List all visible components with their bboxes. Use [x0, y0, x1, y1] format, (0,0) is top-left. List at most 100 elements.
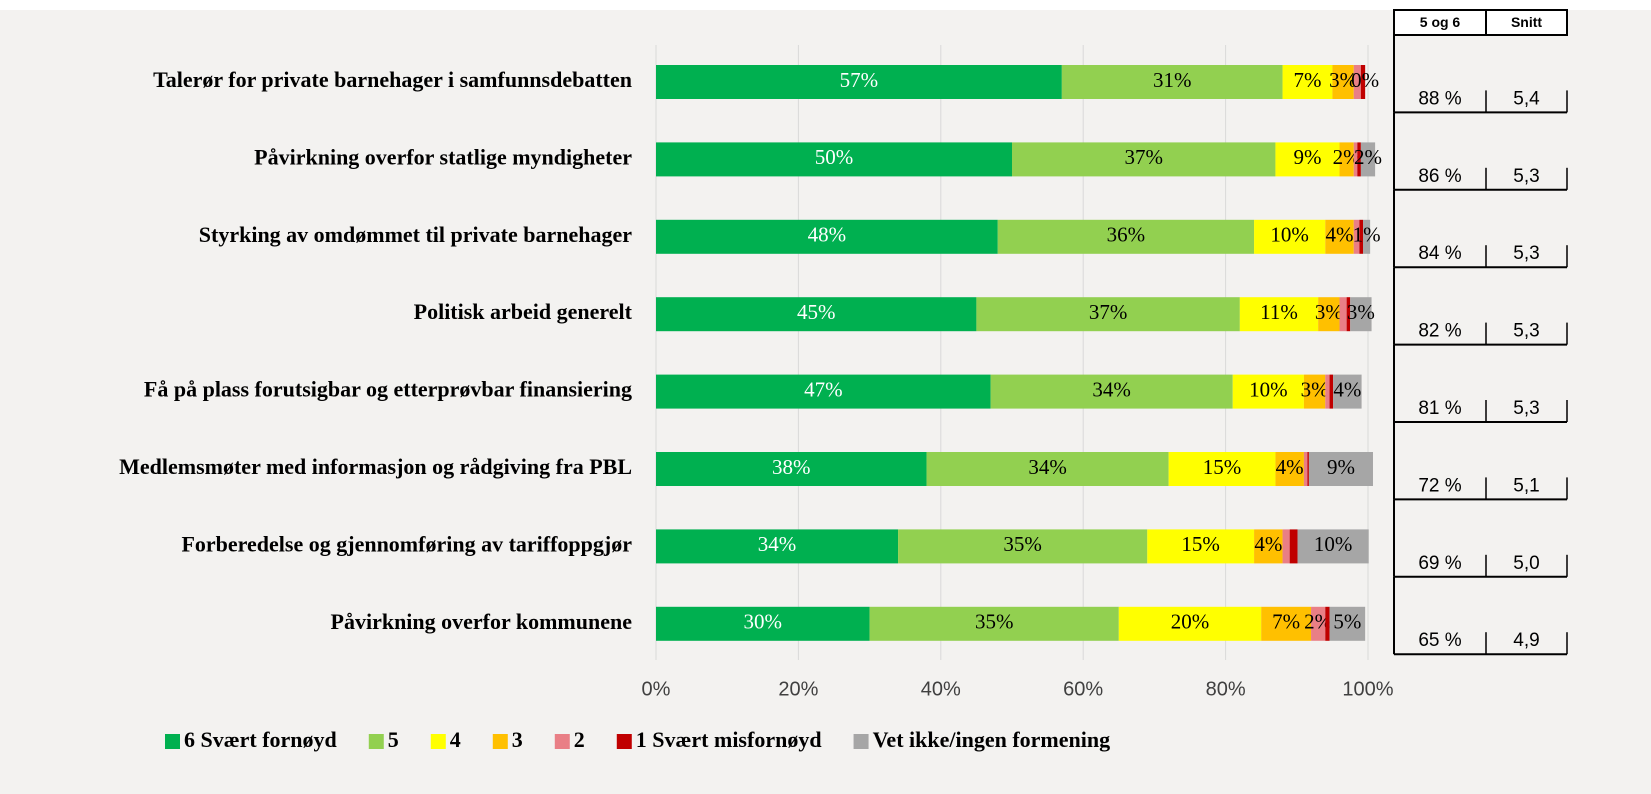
- bar-segment: [1353, 142, 1358, 177]
- bar-segment: [656, 452, 927, 486]
- bar-segment: [1289, 529, 1298, 564]
- category-label: Påvirkning overfor kommunene: [331, 609, 633, 634]
- data-label: 45%: [797, 300, 836, 324]
- data-label: 3%: [1347, 300, 1375, 324]
- bar-segment: [1363, 219, 1371, 254]
- table-cell: 72 %: [1418, 475, 1461, 496]
- bar-segment: [990, 374, 1233, 409]
- bar-segment: [1307, 452, 1309, 486]
- legend-label: 6 Svært fornøyd: [184, 727, 337, 752]
- data-label: 57%: [840, 68, 879, 92]
- table-cell: 5,4: [1513, 88, 1540, 109]
- legend-swatch: [853, 734, 869, 749]
- data-label: 1%: [1353, 223, 1381, 247]
- legend-label: 2: [574, 727, 585, 752]
- bar-segment: [1333, 374, 1362, 409]
- top-strip: [0, 0, 1651, 10]
- bar-segment: [1325, 606, 1330, 641]
- bar-segment: [1325, 374, 1330, 409]
- table-header: Snitt: [1511, 14, 1542, 30]
- data-label: 3%: [1315, 300, 1343, 324]
- data-label: 2%: [1354, 145, 1382, 169]
- legend-label: 4: [450, 727, 461, 752]
- bar-segment: [1360, 65, 1366, 99]
- table-cell: 86 %: [1418, 166, 1461, 187]
- data-label: 7%: [1293, 68, 1321, 92]
- bar-segment: [1339, 297, 1347, 332]
- bar-segment: [1168, 452, 1276, 486]
- table-cell: 84 %: [1418, 243, 1461, 264]
- data-label: 34%: [758, 532, 797, 556]
- category-label: Talerør for private barnehager i samfunn…: [153, 67, 632, 92]
- data-label: 9%: [1293, 145, 1321, 169]
- data-label: 3%: [1329, 68, 1357, 92]
- bar-segment: [1012, 142, 1276, 177]
- bar-segment: [1318, 297, 1340, 332]
- bar-segment: [926, 452, 1169, 486]
- category-label: Medlemsmøter med informasjon og rådgivin…: [119, 454, 632, 479]
- x-tick-label: 40%: [921, 678, 961, 700]
- legend-swatch: [368, 734, 384, 749]
- bar-segment: [1339, 142, 1354, 177]
- table-cell: 5,3: [1513, 243, 1539, 264]
- table-cell: 5,0: [1513, 553, 1539, 574]
- data-label: 37%: [1089, 300, 1128, 324]
- data-label: 4%: [1254, 532, 1282, 556]
- bar-segment: [997, 219, 1255, 254]
- bar-segment: [1282, 65, 1333, 99]
- category-label: Styrking av omdømmet til private barneha…: [199, 222, 632, 247]
- bar-segment: [1353, 219, 1360, 254]
- table-cell: 5,3: [1513, 398, 1539, 419]
- bar-segment: [1061, 65, 1283, 99]
- data-label: 31%: [1153, 68, 1192, 92]
- data-label: 15%: [1203, 455, 1242, 479]
- bar-segment: [1282, 529, 1290, 564]
- bar-segment: [656, 142, 1012, 177]
- data-label: 4%: [1276, 455, 1304, 479]
- bar-segment: [656, 374, 991, 409]
- table-cell: 81 %: [1418, 398, 1461, 419]
- bar-segment: [1350, 297, 1372, 332]
- bar-segment: [1357, 142, 1361, 177]
- bar-segment: [869, 606, 1119, 641]
- bar-segment: [1261, 606, 1312, 641]
- table-cell: 5,3: [1513, 321, 1539, 342]
- bar-segment: [1118, 606, 1262, 641]
- legend-swatch: [616, 734, 632, 749]
- data-label: 47%: [804, 377, 843, 401]
- bar-segment: [1359, 219, 1364, 254]
- bar-segment: [1308, 452, 1373, 486]
- bar-segment: [1239, 297, 1319, 332]
- bar-segment: [656, 606, 870, 641]
- bar-segment: [1303, 374, 1326, 409]
- bar-segment: [1275, 452, 1304, 486]
- x-tick-label: 100%: [1342, 678, 1393, 700]
- data-label: 50%: [815, 145, 854, 169]
- legend-swatch: [492, 734, 508, 749]
- bar-segment: [1297, 529, 1369, 564]
- x-tick-label: 80%: [1206, 678, 1246, 700]
- data-label: 20%: [1171, 610, 1210, 634]
- data-label: 38%: [772, 455, 811, 479]
- bar-segment: [1360, 142, 1376, 177]
- category-label: Få på plass forutsigbar og etterprøvbar …: [144, 377, 632, 402]
- bar-segment: [898, 529, 1148, 564]
- data-label: 10%: [1249, 377, 1288, 401]
- data-label: 11%: [1260, 300, 1298, 324]
- data-label: 30%: [744, 610, 783, 634]
- table-cell: 5,1: [1513, 475, 1539, 496]
- category-label: Påvirkning overfor statlige myndigheter: [254, 144, 632, 169]
- legend-swatch: [554, 734, 570, 749]
- data-label: 35%: [1003, 532, 1042, 556]
- bar-segment: [1332, 65, 1354, 99]
- bar-segment: [1329, 606, 1366, 641]
- bar-segment: [656, 297, 977, 332]
- data-label: 35%: [975, 610, 1014, 634]
- data-label: 37%: [1124, 145, 1163, 169]
- data-label: 4%: [1333, 377, 1361, 401]
- bar-segment: [1254, 529, 1283, 564]
- legend-label: 3: [512, 727, 523, 752]
- data-label: 3%: [1301, 377, 1329, 401]
